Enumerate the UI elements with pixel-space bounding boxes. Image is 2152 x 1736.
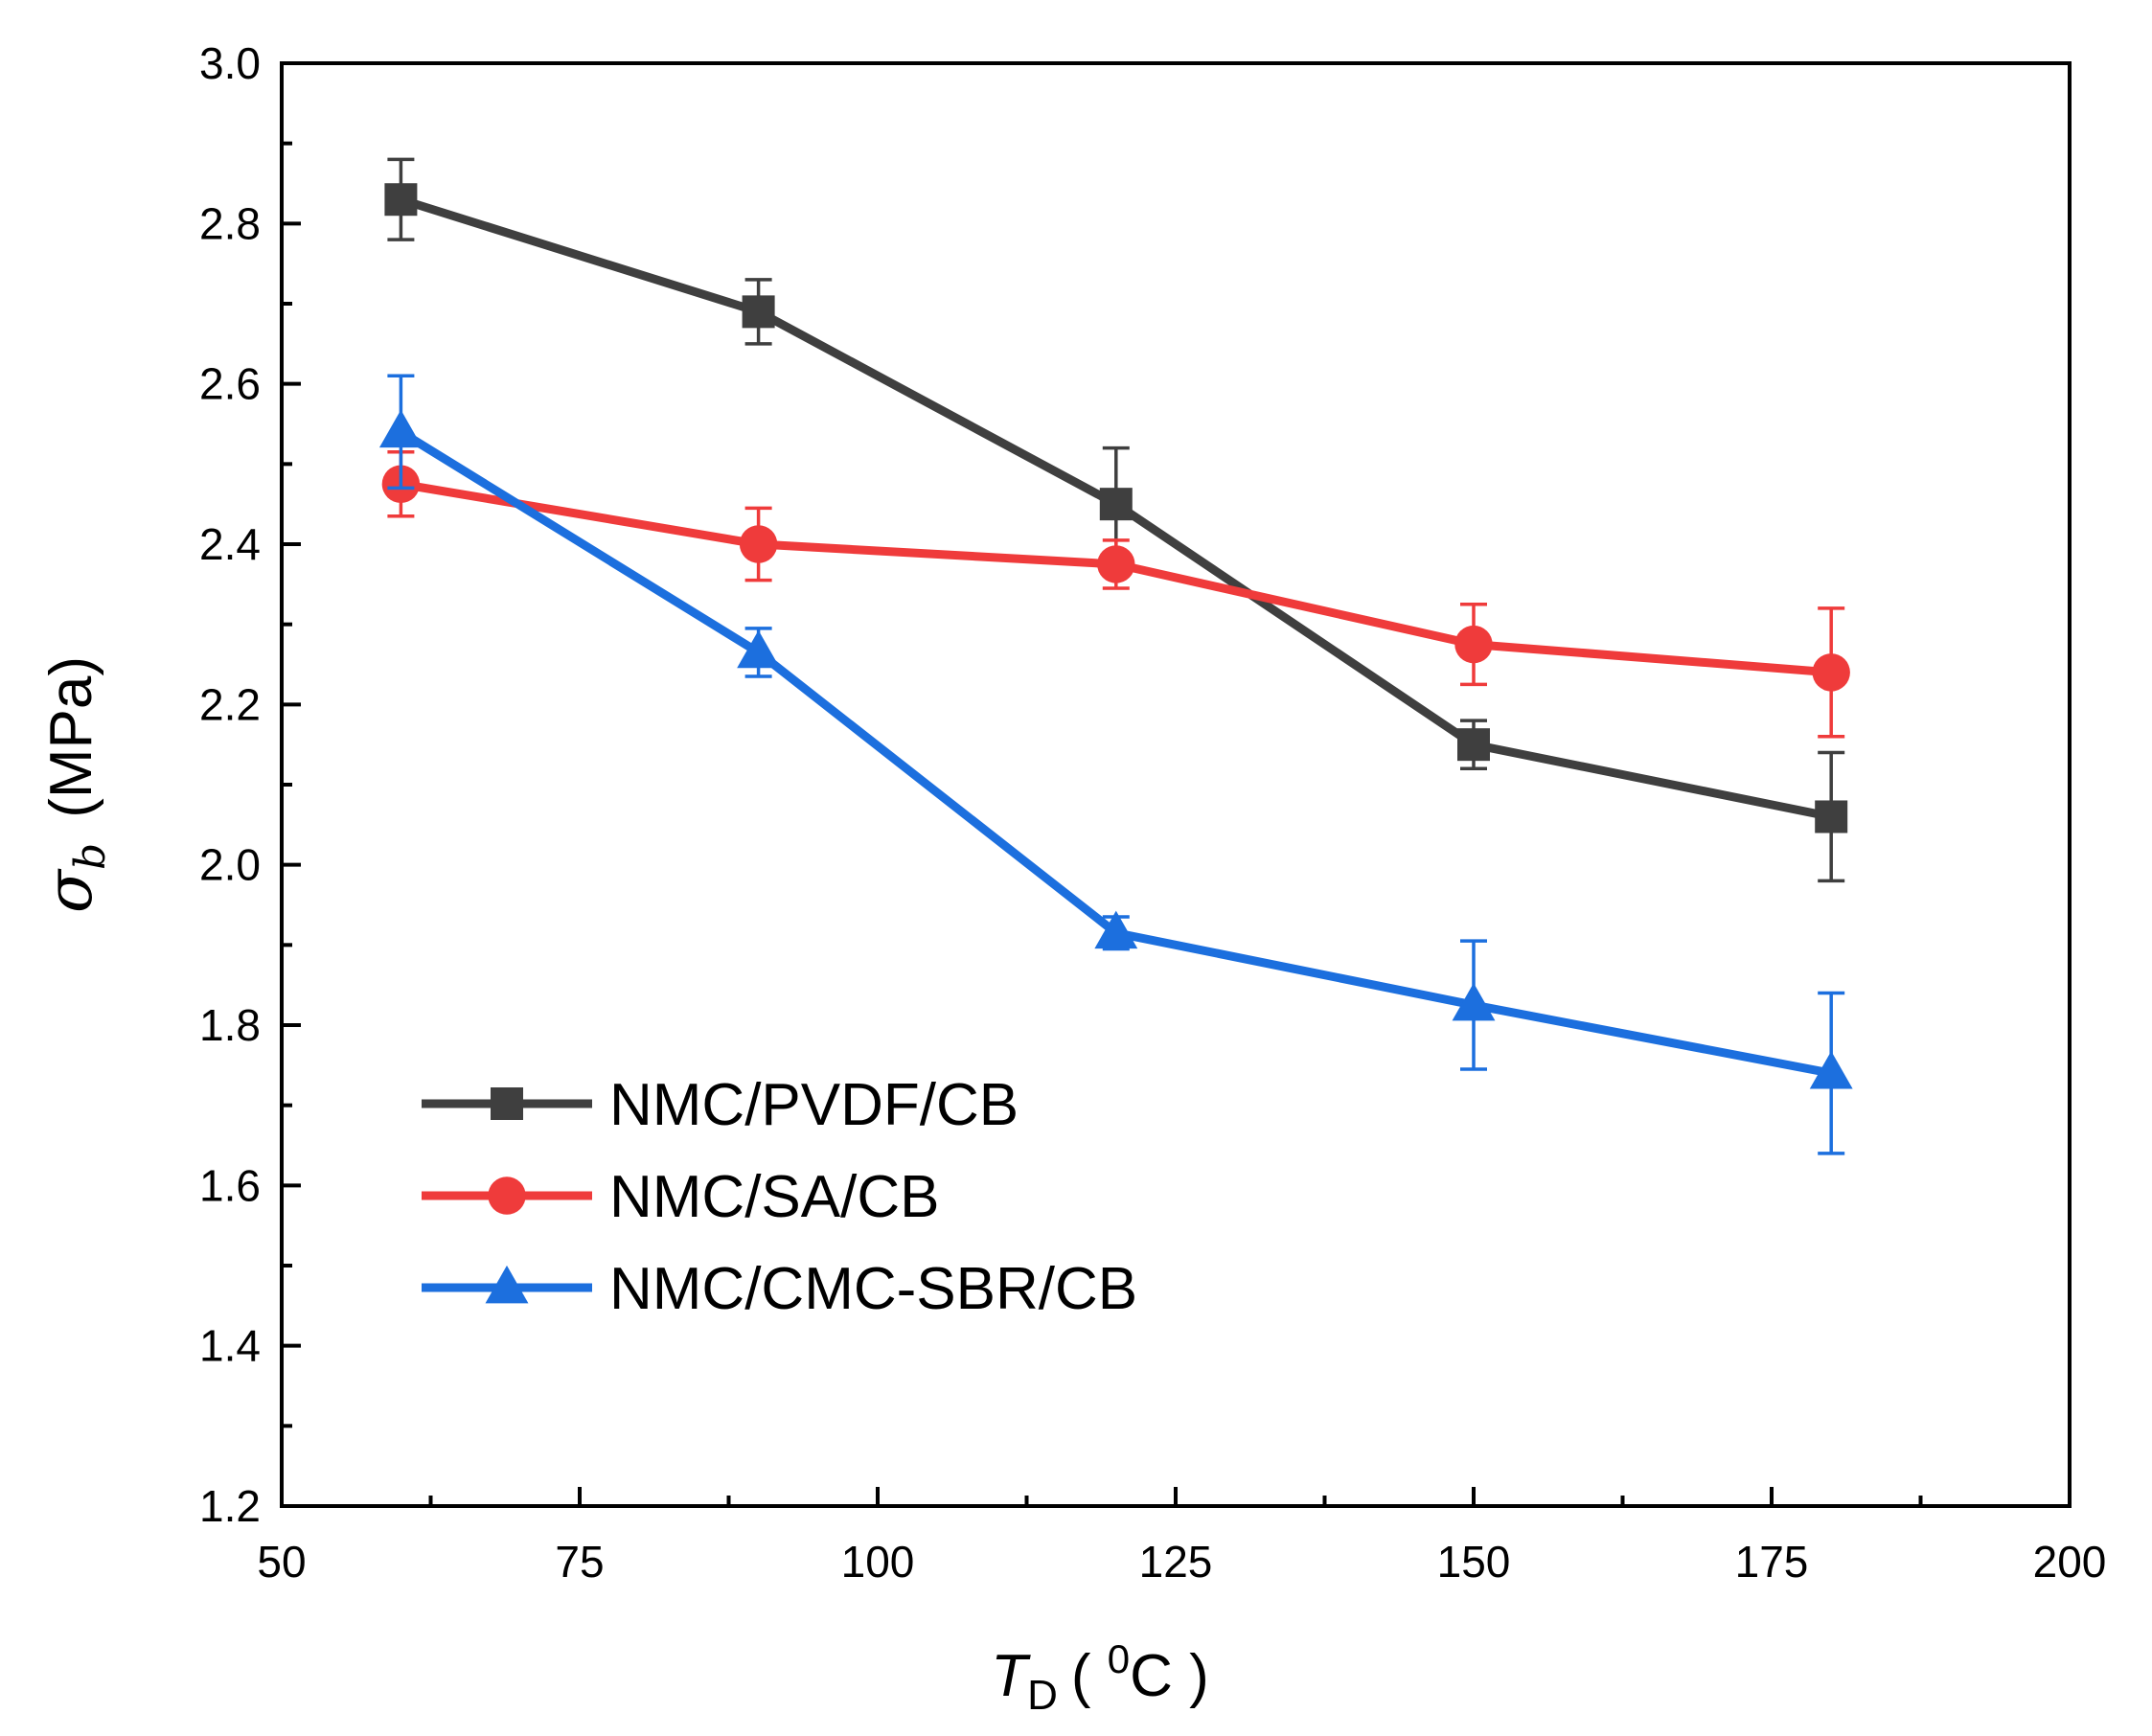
data-point <box>1815 800 1848 834</box>
data-point <box>1452 982 1496 1021</box>
y-tick-label: 2.8 <box>199 198 261 248</box>
series-nmc-cmc-sbr-cb <box>378 374 1853 1155</box>
x-axis: 50 75 100 125 150 175 200 <box>257 1487 2106 1587</box>
y-tick-label: 2.6 <box>199 359 261 409</box>
x-tick-label: 175 <box>1735 1537 1809 1587</box>
y-tick-label: 1.8 <box>199 1000 261 1050</box>
data-point <box>378 409 423 448</box>
data-point <box>1097 545 1135 583</box>
data-point <box>737 629 781 669</box>
legend-marker <box>485 1265 529 1304</box>
x-tick-label: 150 <box>1437 1537 1511 1587</box>
data-point <box>1094 910 1138 949</box>
x-tick-label: 75 <box>555 1537 604 1587</box>
legend: NMC/PVDF/CB NMC/SA/CB NMC/CMC-SBR/CB <box>422 1072 1137 1322</box>
legend-marker <box>491 1087 523 1120</box>
y-tick-label: 1.2 <box>199 1481 261 1531</box>
x-tick-label: 200 <box>2033 1537 2107 1587</box>
y-tick-label: 1.6 <box>199 1160 261 1210</box>
series-layer <box>378 157 1853 1155</box>
x-tick-label: 100 <box>841 1537 915 1587</box>
y-tick-label: 2.4 <box>199 519 261 569</box>
y-axis-title: σb(MPa) <box>33 656 115 913</box>
data-point <box>739 525 778 563</box>
data-point <box>742 295 775 329</box>
series-nmc-pvdf-cb <box>384 157 1848 883</box>
y-tick-label: 2.2 <box>199 679 261 729</box>
legend-label: NMC/SA/CB <box>609 1164 939 1230</box>
data-point <box>1099 488 1133 521</box>
y-tick-label: 1.4 <box>199 1321 261 1371</box>
legend-item: NMC/CMC-SBR/CB <box>422 1256 1137 1322</box>
legend-label: NMC/CMC-SBR/CB <box>609 1256 1137 1322</box>
legend-item: NMC/PVDF/CB <box>422 1072 1019 1138</box>
series-nmc-sa-cb <box>381 450 1850 739</box>
data-point <box>384 183 418 217</box>
data-point <box>1457 728 1490 762</box>
data-point <box>1454 625 1493 664</box>
data-point <box>1809 1051 1853 1089</box>
y-tick-label: 2.0 <box>199 840 261 890</box>
y-axis: 1.2 1.4 1.6 1.8 2.0 2.2 2.4 2.6 2.8 3.0 <box>199 38 301 1531</box>
legend-marker <box>488 1176 526 1215</box>
legend-item: NMC/SA/CB <box>422 1164 939 1230</box>
x-axis-title: TD( 0C ) <box>991 1636 1209 1719</box>
data-point <box>1812 653 1850 692</box>
x-tick-label: 50 <box>257 1537 306 1587</box>
x-tick-label: 125 <box>1139 1537 1213 1587</box>
legend-label: NMC/PVDF/CB <box>609 1072 1019 1138</box>
y-tick-label: 3.0 <box>199 38 261 88</box>
